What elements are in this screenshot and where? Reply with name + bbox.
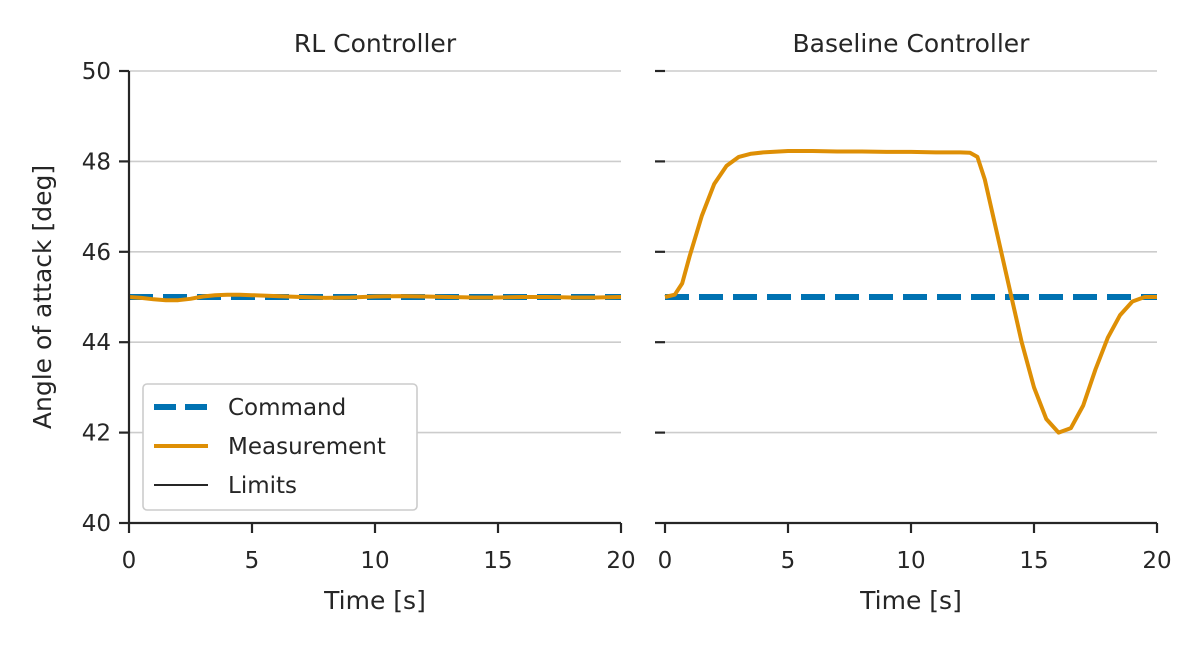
x-axis-label: Time [s] <box>323 586 426 615</box>
x-tick-label: 20 <box>1142 548 1171 574</box>
panel-rl-controller: RL Controller 0 5 10 15 20 40 42 44 46 48 50 Time… <box>28 29 636 615</box>
y-ticks <box>655 69 665 525</box>
plot-lines <box>664 149 1157 435</box>
x-tick-label: 0 <box>658 548 673 574</box>
legend: Command Measurement Limits <box>142 383 418 511</box>
legend-label-command: Command <box>228 395 346 421</box>
y-axis-label: Angle of attack [deg] <box>28 165 57 429</box>
y-ticks: 40 42 44 46 48 50 <box>82 59 129 537</box>
x-tick-label: 5 <box>245 548 260 574</box>
y-tick-label: 44 <box>82 330 111 356</box>
y-tick-label: 48 <box>82 149 111 175</box>
y-tick-label: 40 <box>82 511 111 537</box>
panel-title: RL Controller <box>294 29 457 58</box>
x-ticks: 0 5 10 15 20 <box>658 523 1172 574</box>
x-tick-label: 10 <box>896 548 925 574</box>
x-tick-label: 20 <box>606 548 635 574</box>
plot-lines <box>128 292 622 303</box>
panel-title: Baseline Controller <box>793 29 1031 58</box>
legend-label-measurement: Measurement <box>228 434 386 460</box>
x-tick-label: 0 <box>122 548 137 574</box>
x-tick-label: 10 <box>360 548 389 574</box>
y-tick-label: 50 <box>82 59 111 85</box>
x-axis-label: Time [s] <box>859 586 962 615</box>
series-line-measurement <box>128 292 622 303</box>
x-ticks: 0 5 10 15 20 <box>122 523 636 574</box>
panel-baseline-controller: Baseline Controller 0 5 10 15 20 Time [s] <box>655 29 1172 615</box>
x-tick-label: 5 <box>781 548 796 574</box>
y-tick-label: 42 <box>82 421 111 447</box>
y-tick-label: 46 <box>82 240 111 266</box>
gridlines <box>129 70 621 434</box>
series-line-measurement <box>664 149 1157 435</box>
legend-frame <box>142 383 418 511</box>
x-tick-label: 15 <box>483 548 512 574</box>
gridlines <box>665 70 1157 434</box>
legend-label-limits: Limits <box>228 473 297 499</box>
x-tick-label: 15 <box>1019 548 1048 574</box>
